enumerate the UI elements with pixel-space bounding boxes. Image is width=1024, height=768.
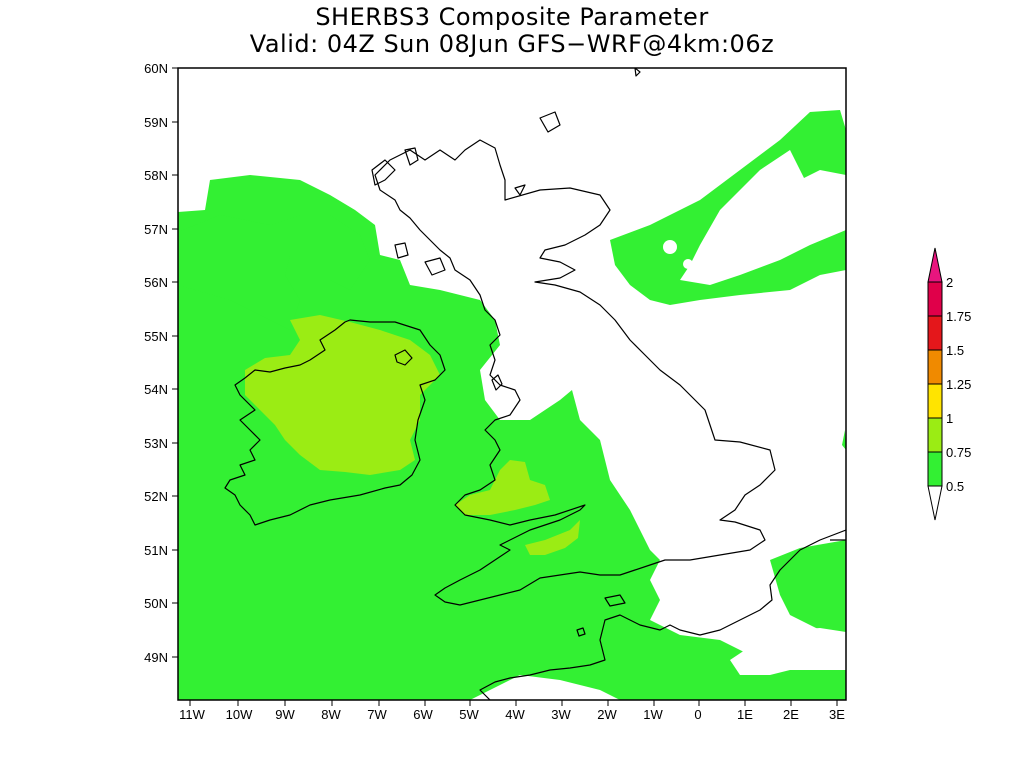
lat-label-49n: 49N [144, 650, 168, 665]
field-0.75-1 [245, 315, 580, 555]
lon-label-0: 0 [694, 707, 701, 722]
lon-label-8w: 8W [321, 707, 341, 722]
lat-label-52n: 52N [144, 489, 168, 504]
map-plot-area [178, 68, 846, 700]
lon-label-9w: 9W [275, 707, 295, 722]
latitude-axis: 60N 59N 58N 57N 56N 55N 54N 53N 52N 51N … [144, 61, 178, 665]
lat-label-57n: 57N [144, 222, 168, 237]
lat-label-55n: 55N [144, 329, 168, 344]
colorbar: 2 1.75 1.5 1.25 1 0.75 0.5 [927, 247, 971, 521]
colorbar-label-2: 2 [946, 275, 953, 290]
colorbar-segment-1.75-2 [927, 281, 943, 317]
colorbar-label-0.5: 0.5 [946, 479, 964, 494]
colorbar-segment-1-1.25 [927, 383, 943, 419]
lon-label-7w: 7W [367, 707, 387, 722]
lon-label-6w: 6W [413, 707, 433, 722]
lon-label-3e: 3E [829, 707, 845, 722]
lon-label-1e: 1E [737, 707, 753, 722]
lon-label-2w: 2W [597, 707, 617, 722]
field-0.5-0.75 [178, 110, 846, 700]
lon-label-3w: 3W [551, 707, 571, 722]
lon-label-4w: 4W [505, 707, 525, 722]
longitude-axis: 11W 10W 9W 8W 7W 6W 5W 4W 3W 2W 1W 0 1E … [179, 700, 845, 722]
colorbar-segment-0.5-0.75 [927, 451, 943, 487]
colorbar-cap-above-2 [927, 247, 943, 283]
lat-label-50n: 50N [144, 596, 168, 611]
colorbar-label-1.25: 1.25 [946, 377, 971, 392]
lon-label-2e: 2E [783, 707, 799, 722]
colorbar-label-1: 1 [946, 411, 953, 426]
lat-label-51n: 51N [144, 543, 168, 558]
lat-label-56n: 56N [144, 275, 168, 290]
lon-label-5w: 5W [459, 707, 479, 722]
lat-label-54n: 54N [144, 382, 168, 397]
colorbar-label-1.75: 1.75 [946, 309, 971, 324]
colorbar-segment-1.5-1.75 [927, 315, 943, 351]
colorbar-segment-0.75-1 [927, 417, 943, 453]
lat-label-60n: 60N [144, 61, 168, 76]
lon-label-10w: 10W [226, 707, 253, 722]
lat-label-53n: 53N [144, 436, 168, 451]
lon-label-1w: 1W [643, 707, 663, 722]
coastlines [224, 68, 846, 700]
lat-label-58n: 58N [144, 168, 168, 183]
map-frame [177, 67, 847, 701]
colorbar-segment-1.25-1.5 [927, 349, 943, 385]
colorbar-label-0.75: 0.75 [946, 445, 971, 460]
colorbar-label-1.5: 1.5 [946, 343, 964, 358]
lat-label-59n: 59N [144, 115, 168, 130]
north-sea-gaps [663, 170, 846, 675]
colorbar-cap-below-0.5 [927, 485, 943, 521]
lon-label-11w: 11W [179, 707, 205, 722]
map-valid-time: Valid: 04Z Sun 08Jun GFS−WRF@4km:06z [249, 30, 775, 58]
map-title: SHERBS3 Composite Parameter [315, 3, 709, 31]
